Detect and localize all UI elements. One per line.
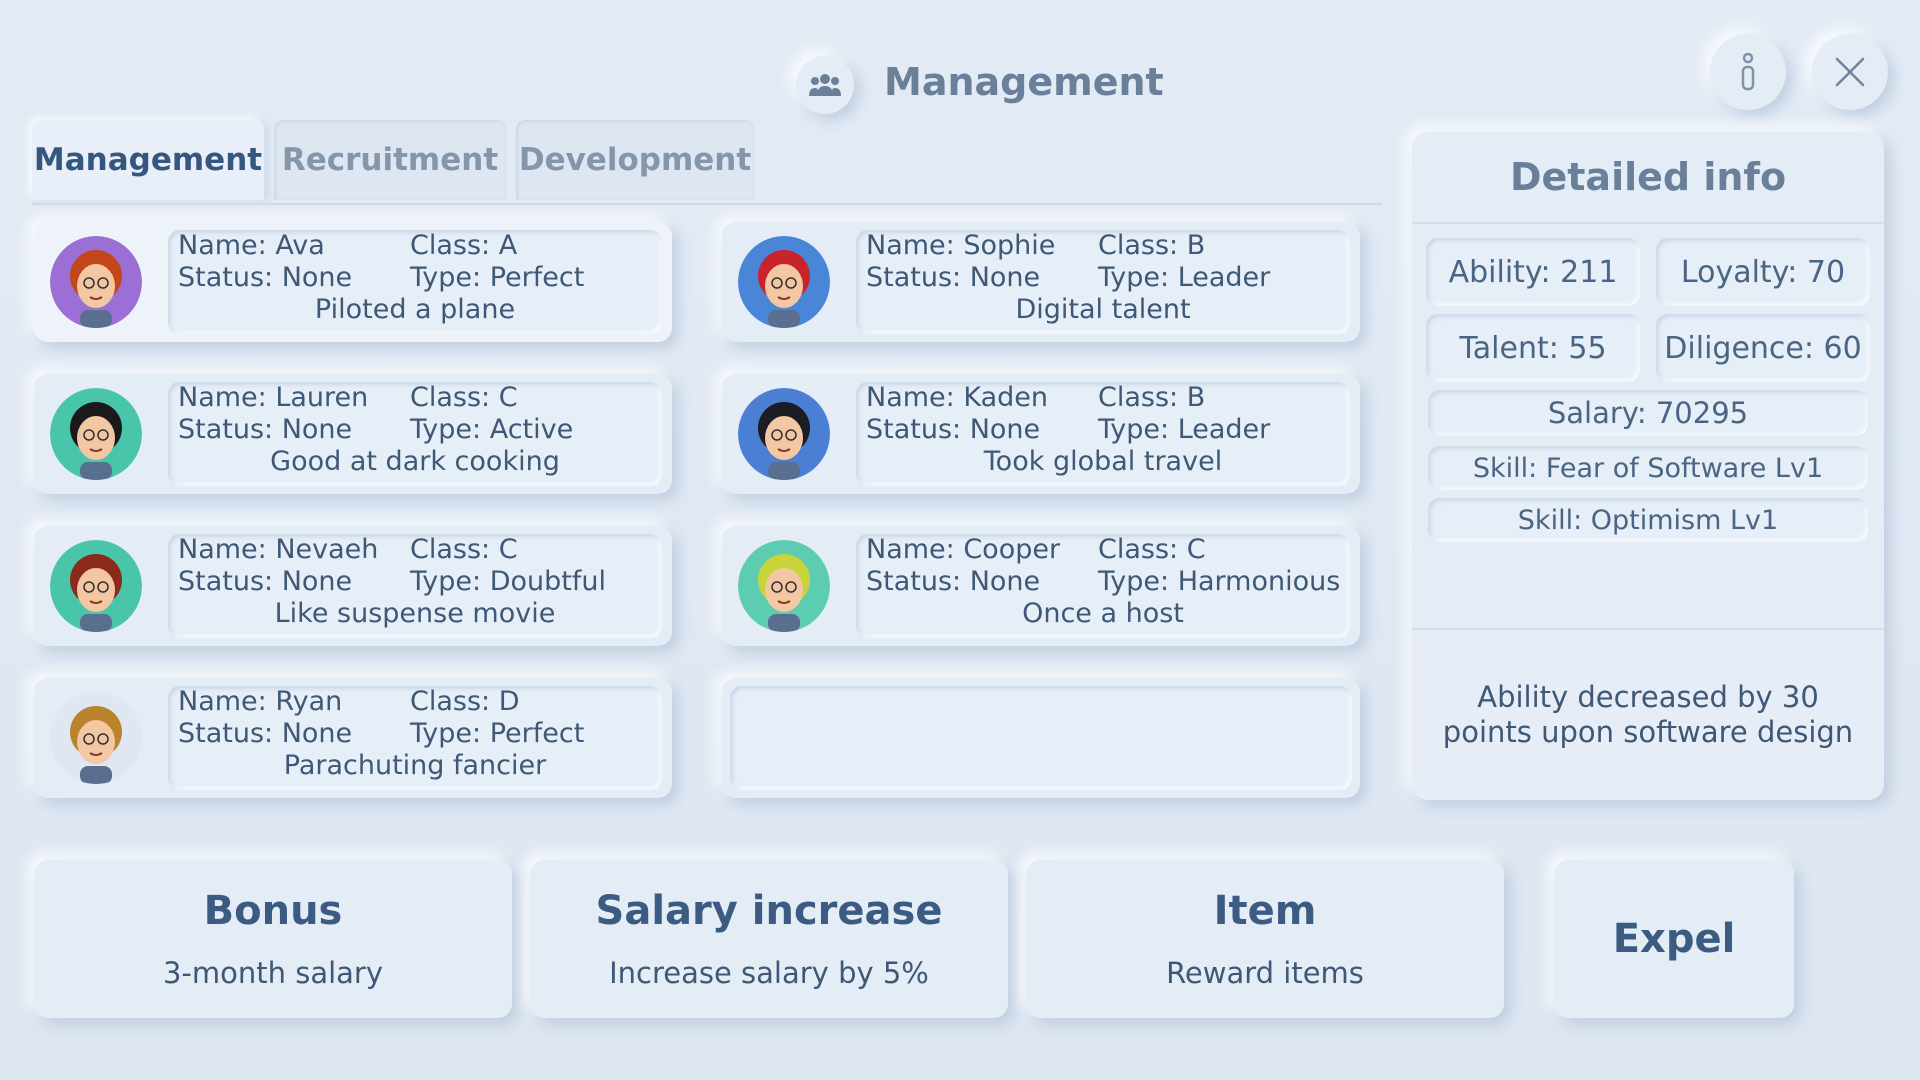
- detailed-info-panel: Detailed info Ability: 211 Loyalty: 70 T…: [1412, 132, 1884, 800]
- item-subtitle: Reward items: [1166, 956, 1364, 990]
- employee-info: Name: Nevaeh Class: C Status: None Type: Do…: [168, 534, 662, 638]
- employee-card[interactable]: Name: Kaden Class: B Status: None Type: Lea…: [722, 374, 1360, 494]
- employee-trait: Took global travel: [983, 446, 1223, 477]
- employee-type: Type: Leader: [1098, 262, 1271, 293]
- employee-class: Class: C: [410, 382, 518, 413]
- employee-class: Class: B: [1098, 382, 1206, 413]
- employee-name: Name: Ava: [178, 230, 325, 261]
- employee-status: Status: None: [178, 414, 353, 445]
- employee-type: Type: Harmonious: [1098, 566, 1341, 597]
- employee-info: Name: Sophie Class: B Status: None Type: Le…: [856, 230, 1350, 334]
- talent-stat: Talent: 55: [1426, 314, 1640, 382]
- employee-class: Class: B: [1098, 230, 1206, 261]
- employee-type: Type: Perfect: [410, 262, 585, 293]
- bonus-button[interactable]: Bonus 3-month salary: [34, 860, 512, 1018]
- employee-status: Status: None: [178, 718, 353, 749]
- employee-type: Type: Leader: [1098, 414, 1271, 445]
- ability-stat: Ability: 211: [1426, 238, 1640, 306]
- employee-info: Name: Ryan Class: D Status: None Type: Perf…: [168, 686, 662, 790]
- avatar: [50, 692, 142, 784]
- employee-card[interactable]: Name: Nevaeh Class: C Status: None Type: Do…: [34, 526, 672, 646]
- salary-increase-subtitle: Increase salary by 5%: [609, 956, 929, 990]
- employee-type: Type: Perfect: [410, 718, 585, 749]
- employee-name: Name: Sophie: [866, 230, 1056, 261]
- skill-item: Skill: Optimism Lv1: [1428, 498, 1868, 542]
- close-icon: [1835, 57, 1865, 87]
- skill-description: Ability decreased by 30 points upon soft…: [1412, 628, 1884, 800]
- avatar: [50, 388, 142, 480]
- salary-increase-button[interactable]: Salary increase Increase salary by 5%: [530, 860, 1008, 1018]
- tab-bar: Management Recruitment Development: [32, 120, 754, 200]
- employee-name: Name: Ryan: [178, 686, 343, 717]
- employee-class: Class: C: [410, 534, 518, 565]
- employee-trait: Digital talent: [1015, 294, 1191, 325]
- salary-increase-title: Salary increase: [595, 888, 943, 934]
- employee-name: Name: Nevaeh: [178, 534, 379, 565]
- employee-name: Name: Kaden: [866, 382, 1048, 413]
- salary-stat: Salary: 70295: [1428, 390, 1868, 436]
- employee-info: Name: Cooper Class: C Status: None Type: Ha…: [856, 534, 1350, 638]
- employee-info: Name: Lauren Class: C Status: None Type: Ac…: [168, 382, 662, 486]
- tab-management[interactable]: Management: [32, 120, 264, 200]
- employee-card[interactable]: Name: Lauren Class: C Status: None Type: Ac…: [34, 374, 672, 494]
- employee-card[interactable]: Name: Ava Class: A Status: None Type: Perfe…: [34, 222, 672, 342]
- people-group-icon: [796, 56, 854, 114]
- tab-recruitment[interactable]: Recruitment: [274, 120, 506, 200]
- expel-title: Expel: [1612, 916, 1736, 962]
- employee-card[interactable]: Name: Ryan Class: D Status: None Type: Perf…: [34, 678, 672, 798]
- employee-class: Class: D: [410, 686, 520, 717]
- employee-status: Status: None: [866, 262, 1041, 293]
- diligence-stat: Diligence: 60: [1656, 314, 1870, 382]
- employee-trait: Like suspense movie: [274, 598, 556, 629]
- employee-class: Class: A: [410, 230, 518, 261]
- info-icon: [1741, 52, 1755, 91]
- employee-status: Status: None: [866, 566, 1041, 597]
- tab-development[interactable]: Development: [516, 120, 754, 200]
- employee-status: Status: None: [178, 566, 353, 597]
- employee-status: Status: None: [178, 262, 353, 293]
- employee-status: Status: None: [866, 414, 1041, 445]
- info-button[interactable]: [1710, 34, 1786, 110]
- skill-item: Skill: Fear of Software Lv1: [1428, 446, 1868, 490]
- expel-button[interactable]: Expel: [1554, 860, 1794, 1018]
- employee-info: Name: Ava Class: A Status: None Type: Perfe…: [168, 230, 662, 334]
- employee-trait: Parachuting fancier: [283, 750, 547, 781]
- employee-trait: Good at dark cooking: [270, 446, 560, 477]
- detail-title: Detailed info: [1412, 132, 1884, 224]
- avatar: [738, 236, 830, 328]
- avatar: [738, 540, 830, 632]
- employee-type: Type: Doubtful: [410, 566, 606, 597]
- employee-trait: Once a host: [1022, 598, 1184, 629]
- bonus-title: Bonus: [203, 888, 343, 934]
- employee-card[interactable]: Name: Sophie Class: B Status: None Type: Le…: [722, 222, 1360, 342]
- loyalty-stat: Loyalty: 70: [1656, 238, 1870, 306]
- item-button[interactable]: Item Reward items: [1026, 860, 1504, 1018]
- employee-name: Name: Cooper: [866, 534, 1061, 565]
- employee-class: Class: C: [1098, 534, 1206, 565]
- employee-card[interactable]: Name: Cooper Class: C Status: None Type: Ha…: [722, 526, 1360, 646]
- bonus-subtitle: 3-month salary: [162, 956, 384, 990]
- employee-info: Name: Kaden Class: B Status: None Type: Lea…: [856, 382, 1350, 486]
- avatar: [50, 540, 142, 632]
- tab-divider: [32, 203, 1382, 205]
- employee-type: Type: Active: [410, 414, 574, 445]
- empty-employee-slot[interactable]: [722, 678, 1360, 798]
- employee-name: Name: Lauren: [178, 382, 369, 413]
- close-button[interactable]: [1812, 34, 1888, 110]
- page-title: Management: [884, 60, 1164, 104]
- item-title: Item: [1213, 888, 1317, 934]
- avatar: [738, 388, 830, 480]
- avatar: [50, 236, 142, 328]
- employee-trait: Piloted a plane: [314, 294, 516, 325]
